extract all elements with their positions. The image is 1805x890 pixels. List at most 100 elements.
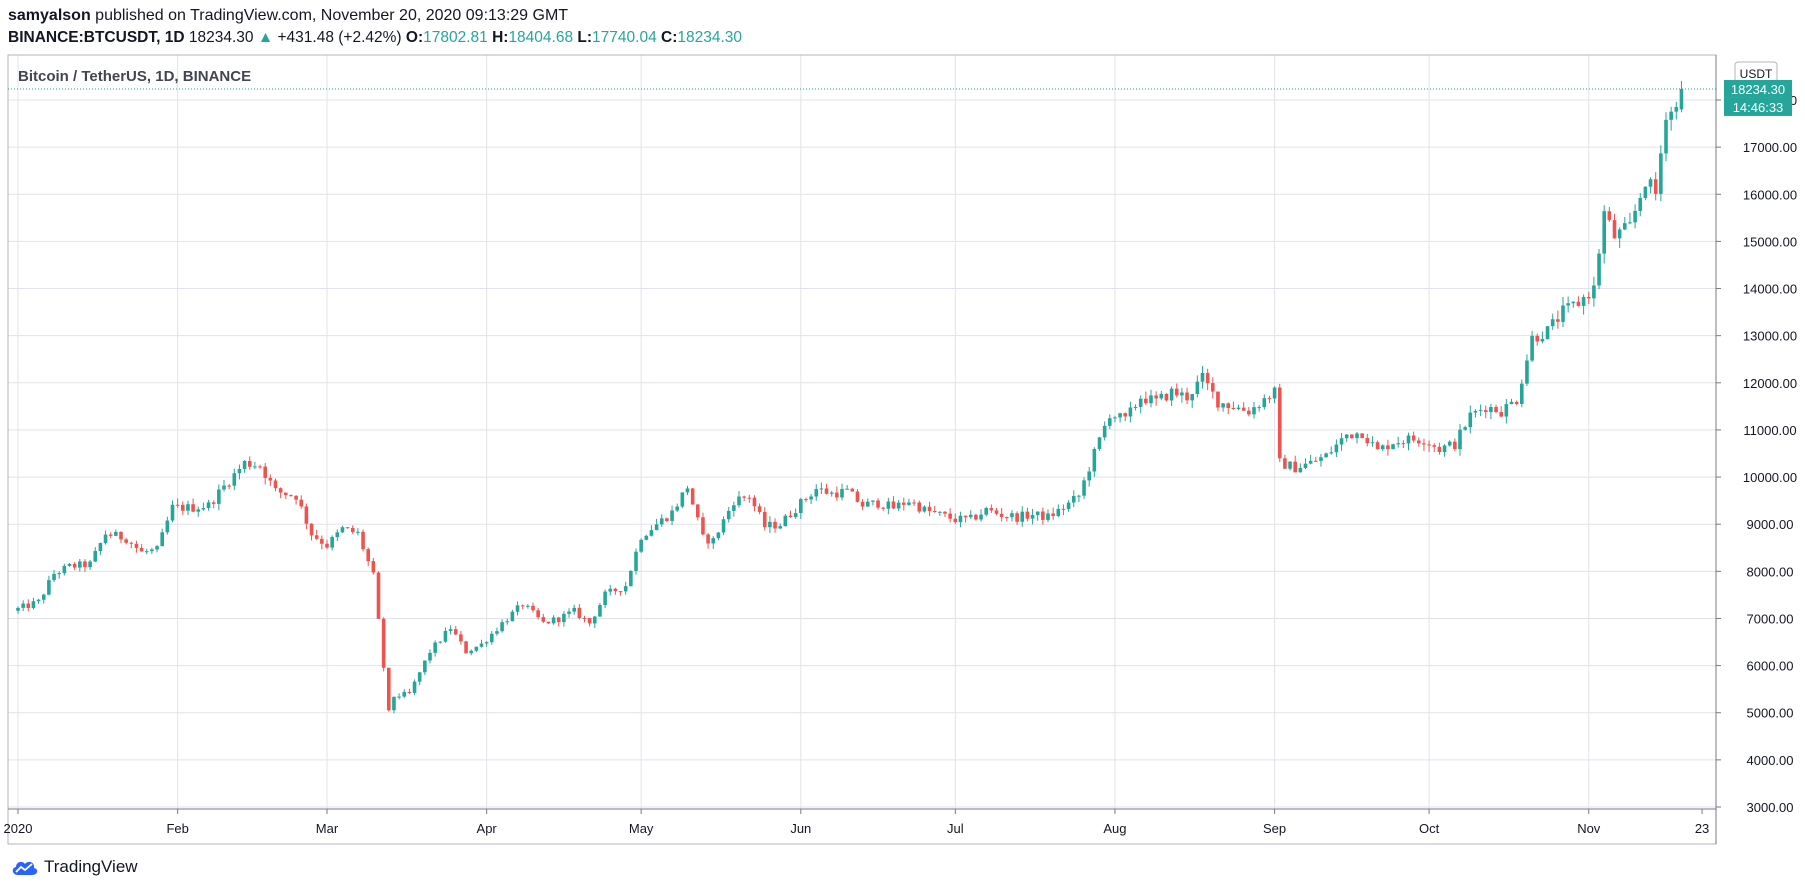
candle [1571,301,1576,308]
candle [639,538,643,554]
candle [356,528,360,536]
y-tick-label: 8000.00 [1747,564,1794,579]
y-tick-label: 12000.00 [1743,376,1797,391]
candle [366,547,370,567]
candle [1056,504,1061,518]
candle [1659,145,1663,202]
candle [330,535,334,551]
candle [289,494,293,497]
candle [16,606,20,614]
candle [1211,377,1215,399]
candle [1236,404,1241,411]
candle [747,494,752,503]
candle [706,533,710,549]
candle [1082,477,1086,499]
candle [603,589,607,609]
candle [1597,249,1601,290]
candle [495,627,499,636]
candle [314,529,319,541]
publish-info: samyalson published on TradingView.com, … [8,6,568,26]
chart-title: Bitcoin / TetherUS, 1D, BINANCE [18,68,251,85]
candle [464,640,468,654]
candle [412,679,417,696]
candle [716,531,721,541]
high-value: 18404.68 [508,29,574,46]
author-name[interactable]: samyalson [8,7,91,24]
candle [762,507,767,531]
candle [1468,405,1473,434]
candle [742,495,746,502]
candle [531,602,535,613]
candle [1458,424,1462,456]
candle [680,492,685,509]
candle [778,523,782,530]
candle [1664,112,1668,162]
candle [181,501,185,515]
candle [984,506,988,517]
x-tick-label: Mar [316,821,339,836]
candle [1561,296,1565,328]
candle [824,483,829,495]
candle [206,499,211,511]
y-tick-label: 13000.00 [1743,329,1797,344]
candle [170,500,175,523]
candle [1628,212,1632,225]
candle [129,541,134,549]
candle [1612,213,1617,239]
currency-button[interactable]: USDT [1734,61,1778,85]
candle [52,570,56,583]
candle [1365,433,1370,447]
candle [953,513,958,524]
low-label: L: [577,29,593,46]
candle [1350,434,1354,439]
candle [376,571,381,620]
candle [922,505,927,513]
candle [860,498,865,511]
x-tick-label: 23 [1695,821,1709,836]
candle [1267,395,1272,404]
x-tick-label: 2020 [4,821,33,836]
x-tick-label: May [629,821,654,836]
candle [108,532,113,539]
candle [1144,391,1148,405]
candle [1061,504,1066,516]
candle [36,598,41,605]
candle [1149,389,1153,408]
candle [1674,101,1679,120]
candle [618,591,623,596]
candle [1097,436,1102,451]
candle [443,627,448,643]
candle [88,559,92,571]
price-axis[interactable]: 3000.00 4000.00 5000.00 6000.00 7000.00 8000.… [1716,93,1797,815]
time-axis[interactable]: 2020 Feb Mar Apr May Jun Jul Aug Sep Oct Nov 23 [4,809,1710,836]
candle [469,649,473,656]
candle [428,649,432,664]
candle [1138,395,1143,414]
candle [721,516,726,536]
candle [1483,405,1488,419]
candle [989,504,994,513]
symbol-label[interactable]: BINANCE:BTCUSDT, 1D [8,29,185,46]
candle [325,539,329,550]
candle [155,545,159,553]
candle [804,497,808,503]
candle [1185,387,1189,405]
countdown-badge [1724,97,1792,116]
candle [1319,453,1323,467]
candle [232,468,237,491]
candle [1437,442,1442,455]
x-tick-label: Jun [790,821,811,836]
candle [1499,406,1503,418]
candle [1257,405,1261,412]
candle [737,491,741,508]
candle [943,510,947,518]
tradingview-logo[interactable]: TradingView [10,856,138,878]
last-price-badge [1724,79,1792,98]
candle [191,498,195,513]
candle [855,489,860,503]
candle [1288,461,1292,471]
y-tick-label: 9000.00 [1747,517,1794,532]
candle [1520,379,1524,408]
candle [139,544,144,552]
